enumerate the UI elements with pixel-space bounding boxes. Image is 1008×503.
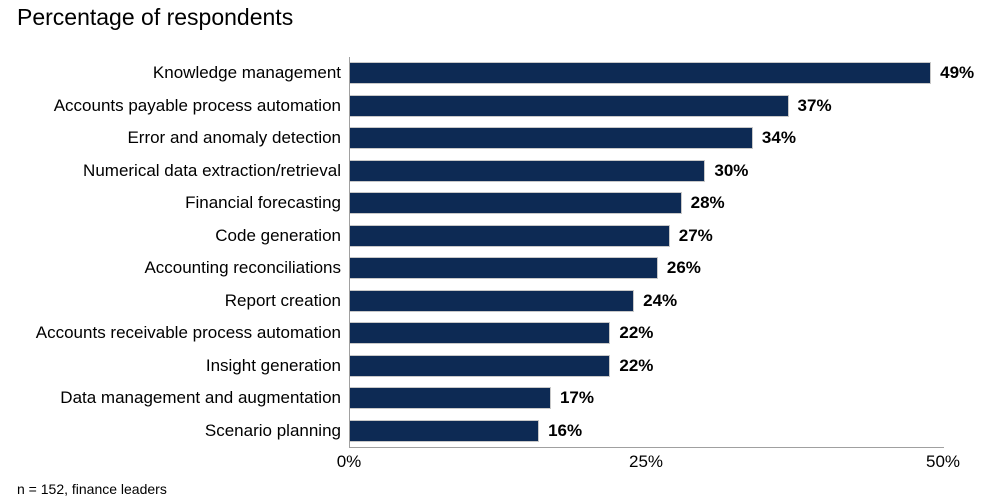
x-axis-line bbox=[349, 447, 944, 448]
category-label: Numerical data extraction/retrieval bbox=[83, 160, 341, 180]
value-label: 17% bbox=[559, 388, 594, 408]
bar-row: Numerical data extraction/retrieval 30% bbox=[0, 155, 1008, 188]
x-axis-tick-label: 50% bbox=[925, 452, 961, 471]
category-label: Data management and augmentation bbox=[60, 388, 341, 408]
value-label: 28% bbox=[690, 193, 725, 213]
value-label: 49% bbox=[940, 63, 975, 83]
bar bbox=[349, 94, 789, 117]
bar-row: Accounts payable process automation 37% bbox=[0, 90, 1008, 123]
category-label: Code generation bbox=[215, 225, 341, 245]
bar bbox=[349, 159, 706, 182]
bar-row: Report creation 24% bbox=[0, 285, 1008, 318]
bar-row: Accounting reconciliations 26% bbox=[0, 252, 1008, 285]
bar-row: Financial forecasting 28% bbox=[0, 187, 1008, 220]
bar-track: 22% bbox=[349, 317, 1008, 350]
value-label: 16% bbox=[548, 420, 583, 440]
x-axis-ticks: 0% 25% 50% bbox=[0, 452, 1008, 474]
category-label: Accounting reconciliations bbox=[144, 258, 341, 278]
x-axis-tick-label: 25% bbox=[628, 452, 664, 471]
value-label: 34% bbox=[761, 128, 796, 148]
bar-track: 49% bbox=[349, 57, 1008, 90]
category-label: Error and anomaly detection bbox=[127, 128, 341, 148]
value-label: 22% bbox=[619, 355, 654, 375]
bar bbox=[349, 387, 551, 410]
bar bbox=[349, 224, 670, 247]
value-label: 27% bbox=[678, 225, 713, 245]
category-label: Scenario planning bbox=[204, 420, 341, 440]
bar-row: Data management and augmentation 17% bbox=[0, 382, 1008, 415]
bar-track: 37% bbox=[349, 90, 1008, 123]
bar-row: Error and anomaly detection 34% bbox=[0, 122, 1008, 155]
value-label: 37% bbox=[797, 95, 832, 115]
bar-row: Scenario planning 16% bbox=[0, 415, 1008, 448]
bar-track: 27% bbox=[349, 220, 1008, 253]
value-label: 24% bbox=[643, 290, 678, 310]
value-label: 30% bbox=[714, 160, 749, 180]
category-label: Accounts payable process automation bbox=[53, 95, 341, 115]
chart-title: Percentage of respondents bbox=[17, 4, 294, 30]
bar bbox=[349, 289, 635, 312]
category-label: Financial forecasting bbox=[185, 193, 341, 213]
bar-track: 16% bbox=[349, 415, 1008, 448]
bar-track: 34% bbox=[349, 122, 1008, 155]
bar bbox=[349, 192, 682, 215]
bar-track: 24% bbox=[349, 285, 1008, 318]
bar-row: Knowledge management 49% bbox=[0, 57, 1008, 90]
value-label: 22% bbox=[619, 323, 654, 343]
y-axis-line bbox=[349, 57, 350, 447]
bar-row: Code generation 27% bbox=[0, 220, 1008, 253]
bar-row: Accounts receivable process automation 22… bbox=[0, 317, 1008, 350]
bar bbox=[349, 62, 932, 85]
x-axis-tick-label: 0% bbox=[336, 452, 362, 471]
bar-row: Insight generation 22% bbox=[0, 350, 1008, 383]
category-label: Report creation bbox=[224, 290, 341, 310]
bar-track: 26% bbox=[349, 252, 1008, 285]
value-label: 26% bbox=[666, 258, 701, 278]
bar bbox=[349, 322, 611, 345]
bar-rows: Knowledge management 49% Accounts payable … bbox=[0, 57, 1008, 447]
sample-size-note: n = 152, finance leaders bbox=[17, 481, 167, 497]
bar-track: 17% bbox=[349, 382, 1008, 415]
bar-track: 22% bbox=[349, 350, 1008, 383]
bar-track: 28% bbox=[349, 187, 1008, 220]
bar bbox=[349, 354, 611, 377]
bar bbox=[349, 127, 753, 150]
bar bbox=[349, 419, 540, 442]
bar bbox=[349, 257, 658, 280]
category-label: Accounts receivable process automation bbox=[35, 323, 341, 343]
category-label: Knowledge management bbox=[152, 63, 341, 83]
bar-track: 30% bbox=[349, 155, 1008, 188]
category-label: Insight generation bbox=[205, 355, 341, 375]
